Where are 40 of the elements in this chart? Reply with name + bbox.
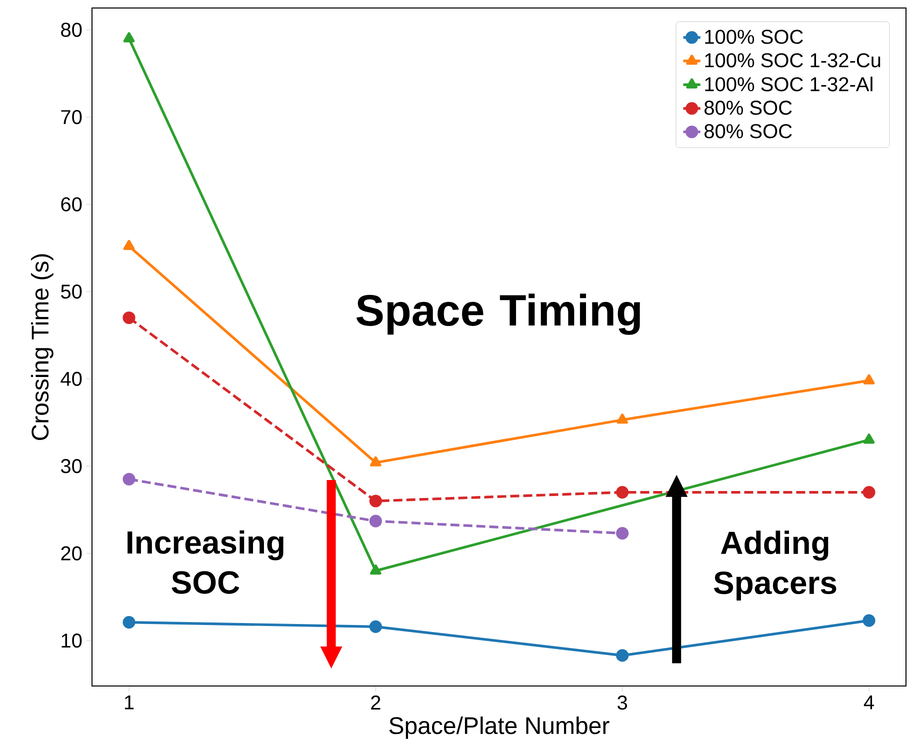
annotation: Adding Spacers <box>714 530 836 600</box>
legend-label: 80% SOC <box>704 124 792 138</box>
y-tick-label: 60 <box>61 197 82 212</box>
y-tick-label: 10 <box>62 634 82 648</box>
y-tick-label: 50 <box>61 284 82 299</box>
point <box>863 374 875 384</box>
legend-label: 100% SOC <box>705 30 803 44</box>
point <box>370 564 382 575</box>
legend-label: 80% SOC <box>704 100 792 115</box>
point <box>369 514 382 528</box>
point <box>616 526 629 540</box>
legend-label: 100% SOC 1-32-Cu <box>705 53 880 68</box>
point <box>616 649 629 662</box>
x-tick-label: 1 <box>124 696 134 710</box>
point <box>616 486 629 499</box>
point <box>616 414 628 424</box>
y-tick-label: 40 <box>60 372 82 386</box>
x-tick-label: 4 <box>864 696 874 710</box>
point <box>370 456 382 466</box>
y-axis-title: Crossing Time (s) <box>30 254 54 440</box>
y-tick-label: 80 <box>61 22 82 37</box>
point <box>122 472 136 486</box>
point <box>369 620 382 633</box>
x-axis-title: Space/Plate Number <box>389 716 610 739</box>
point <box>123 240 135 250</box>
point <box>122 311 136 324</box>
point <box>123 32 135 42</box>
annotation: Increasing SOC <box>128 530 284 594</box>
point <box>862 614 876 627</box>
y-tick-label: 30 <box>60 459 82 474</box>
y-tick-label: 70 <box>61 110 82 124</box>
x-tick-label: 2 <box>371 696 380 710</box>
legend-label: 100% SOC 1-32-Al <box>705 76 872 92</box>
annotation: Space Timing <box>356 294 640 335</box>
point <box>122 616 136 629</box>
x-tick-label: 3 <box>618 696 628 710</box>
point <box>369 494 382 508</box>
y-tick-label: 20 <box>61 546 82 560</box>
point <box>862 486 876 499</box>
point <box>863 434 875 444</box>
